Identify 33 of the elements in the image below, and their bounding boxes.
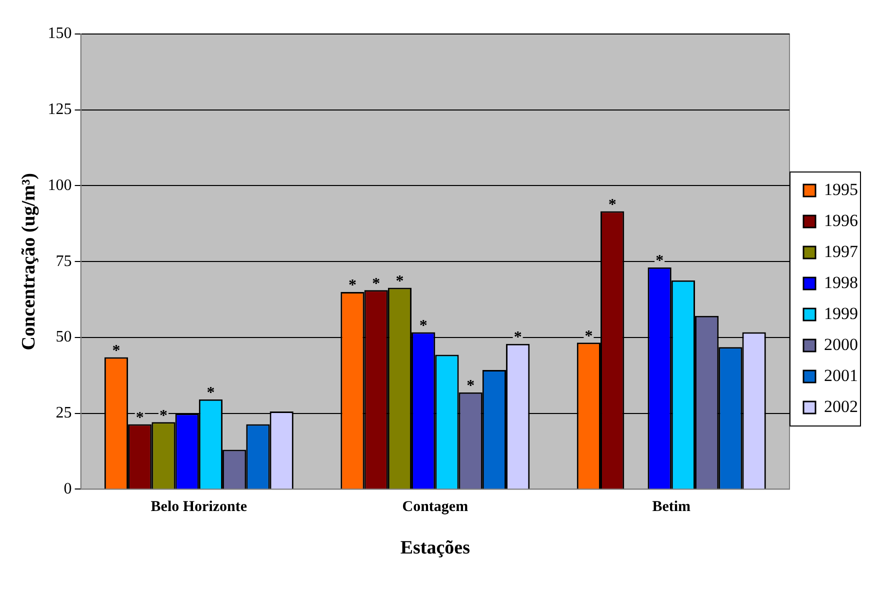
data-label: *	[136, 409, 144, 426]
legend-label: 1998	[824, 272, 858, 292]
y-tick-label: 75	[56, 252, 72, 270]
y-tick-label: 0	[64, 480, 72, 498]
y-tick-label: 50	[56, 328, 72, 346]
legend-label: 2002	[824, 396, 858, 416]
data-label: *	[112, 342, 120, 360]
y-tick-label: 100	[48, 176, 72, 194]
data-label: *	[466, 378, 475, 395]
data-label: *	[396, 272, 404, 290]
data-label: *	[206, 384, 215, 402]
data-label: *	[159, 407, 168, 424]
data-label: *	[656, 252, 664, 270]
data-label: *	[419, 317, 428, 334]
legend-label: 1999	[824, 304, 858, 323]
legend-label: 1996	[824, 210, 858, 230]
data-label: *	[584, 328, 593, 345]
x-axis-title: Estações	[400, 538, 470, 559]
x-tick-label: Belo Horizonte	[150, 499, 248, 516]
legend-label: 2001	[824, 366, 858, 385]
x-tick-label: Contagem	[402, 499, 469, 516]
x-tick-label: Betim	[652, 499, 692, 516]
legend-label: 1995	[824, 180, 858, 199]
y-tick-label: 125	[48, 101, 72, 118]
legend-label: 2000	[824, 334, 858, 354]
data-label: *	[348, 277, 356, 294]
y-axis-title: Concentração (ug/m³)	[18, 173, 40, 350]
data-label: *	[372, 275, 380, 292]
data-label: *	[608, 196, 616, 214]
y-tick-label: 150	[48, 25, 72, 42]
legend-label: 1997	[824, 242, 858, 261]
y-tick-label: 25	[56, 404, 72, 422]
data-label: *	[514, 328, 522, 346]
